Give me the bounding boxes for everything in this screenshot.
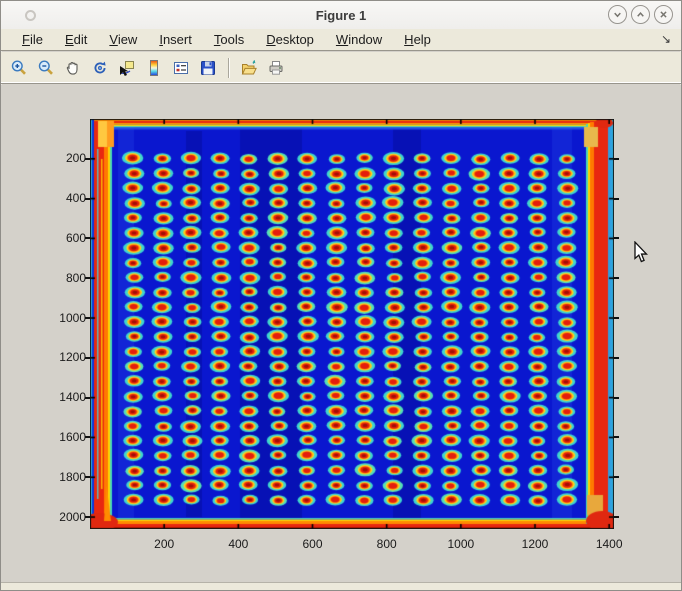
y-axis-tick: [85, 317, 90, 320]
menu-item-file[interactable]: File: [22, 32, 43, 47]
y-axis-tick: [85, 396, 90, 399]
toolbar: [1, 52, 681, 84]
y-axis-tick: [85, 436, 90, 439]
y-axis-tick: [614, 157, 619, 160]
window-close-button[interactable]: [654, 5, 673, 24]
y-tick-label: 2000: [59, 509, 86, 524]
menu-item-tools[interactable]: Tools: [213, 32, 245, 47]
data-cursor-button[interactable]: [117, 58, 137, 78]
y-axis-tick: [614, 237, 619, 240]
y-tick-label: 200: [65, 151, 86, 166]
y-axis-tick: [614, 197, 619, 200]
menu-item-edit[interactable]: Edit: [64, 32, 88, 47]
toolbar-separator: [228, 57, 229, 78]
y-axis-tick: [614, 356, 619, 359]
y-axis-tick: [614, 277, 619, 280]
menu-item-view[interactable]: View: [109, 32, 138, 47]
window-menu-icon[interactable]: [25, 10, 36, 21]
y-tick-label: 1600: [59, 429, 86, 444]
y-axis-tick: [85, 277, 90, 280]
y-tick-label: 800: [65, 270, 86, 285]
zoom-in-button[interactable]: [9, 58, 29, 78]
y-axis-tick: [614, 396, 619, 399]
plate-image-canvas: [90, 119, 614, 529]
menu-item-desktop[interactable]: Desktop: [266, 32, 314, 47]
y-axis-tick: [614, 317, 619, 320]
zoom-out-button[interactable]: [36, 58, 56, 78]
save-figure-button[interactable]: [198, 58, 218, 78]
y-axis-tick: [85, 516, 90, 519]
y-axis-tick: [85, 157, 90, 160]
y-tick-label: 1800: [59, 469, 86, 484]
y-axis-tick: [85, 197, 90, 200]
figure-canvas-area: 200 400 600 800 1000 1200 1400 1600 1800 2000 200 4…: [1, 85, 681, 584]
y-tick-label: 400: [65, 191, 86, 206]
window-controls: [608, 5, 673, 24]
x-tick-label: 1400: [595, 537, 623, 551]
window-bottom-border: [1, 582, 681, 590]
x-tick-label: 600: [302, 537, 323, 551]
pan-button[interactable]: [63, 58, 83, 78]
menu-bar: File Edit View Insert Tools Desktop Window Help…: [1, 29, 681, 51]
rotate-3d-button[interactable]: [90, 58, 110, 78]
y-axis-tick: [85, 356, 90, 359]
y-tick-label: 1200: [59, 350, 86, 365]
print-figure-button[interactable]: [266, 58, 286, 78]
x-tick-label: 1000: [447, 537, 475, 551]
menu-item-help[interactable]: Help: [404, 32, 431, 47]
x-tick-label: 400: [228, 537, 249, 551]
x-tick-label: 800: [376, 537, 397, 551]
y-axis-tick: [614, 436, 619, 439]
y-axis-tick: [85, 476, 90, 479]
window-title: Figure 1: [315, 7, 367, 23]
y-tick-label: 1000: [59, 310, 86, 325]
y-axis-tick: [614, 516, 619, 519]
window-maximize-button[interactable]: [631, 5, 650, 24]
insert-legend-button[interactable]: [171, 58, 191, 78]
x-tick-label: 200: [154, 537, 175, 551]
window-minimize-button[interactable]: [608, 5, 627, 24]
open-file-button[interactable]: [239, 58, 259, 78]
insert-colorbar-button[interactable]: [144, 58, 164, 78]
y-axis-tick: [85, 237, 90, 240]
x-tick-label: 1200: [521, 537, 549, 551]
y-tick-label: 600: [65, 230, 86, 245]
title-bar[interactable]: Figure 1: [1, 1, 681, 29]
y-tick-label: 1400: [59, 390, 86, 405]
menu-item-window[interactable]: Window: [335, 32, 383, 47]
menu-item-insert[interactable]: Insert: [159, 32, 192, 47]
y-axis-tick: [614, 476, 619, 479]
dock-figure-icon[interactable]: ↘: [660, 32, 671, 46]
